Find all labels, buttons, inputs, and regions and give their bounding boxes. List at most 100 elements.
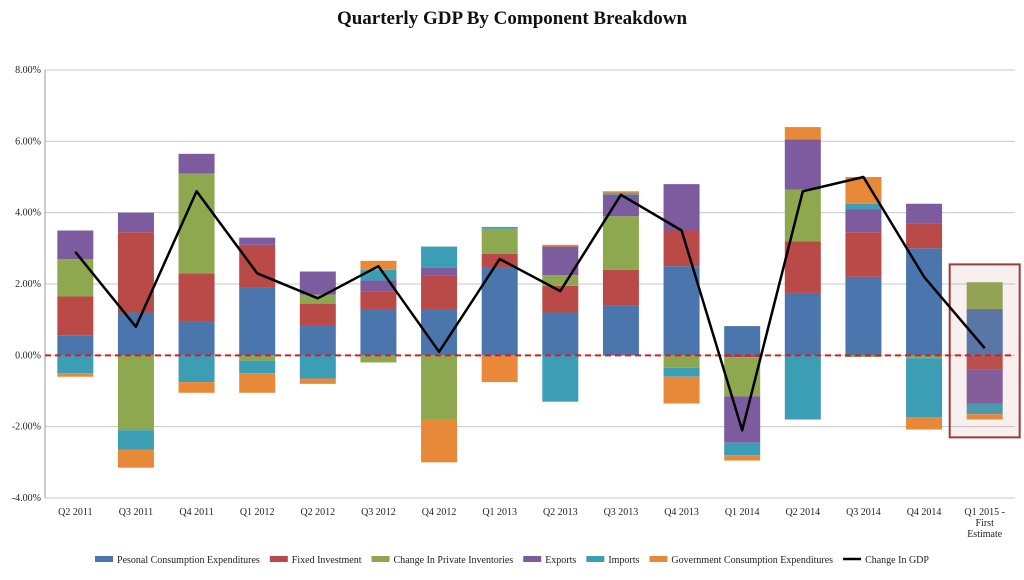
bar-segment	[178, 273, 215, 322]
legend-label: Pesonal Consumption Expenditures	[117, 555, 260, 566]
bar-segment	[360, 269, 397, 281]
bar-segment	[663, 355, 700, 368]
bar-segment	[239, 355, 276, 361]
bar-segment	[906, 417, 943, 430]
x-tick-label: Q2 2013	[543, 507, 578, 518]
legend-swatch	[95, 556, 114, 562]
legend-swatch	[523, 556, 542, 562]
gdp-change-line	[74, 175, 986, 432]
bar-segment	[117, 212, 154, 233]
bar-segment	[602, 269, 639, 306]
bar-segment	[178, 153, 215, 174]
y-tick-label: 4.00%	[15, 208, 41, 219]
bar-segment	[845, 232, 882, 277]
bar-segment	[784, 355, 821, 420]
y-tick-label: 0.00%	[15, 350, 41, 361]
legend: Pesonal Consumption Expenditures Fixed In…	[95, 555, 929, 566]
bar-segment	[784, 292, 821, 356]
bar-segment	[906, 355, 943, 359]
bar-segment	[57, 259, 94, 297]
legend-swatch	[371, 556, 390, 562]
x-tick-label: Q2 2014	[785, 507, 820, 518]
legend-swatch	[269, 556, 288, 562]
bar-segment	[360, 355, 397, 363]
x-tick-label: Q2 2011	[58, 507, 92, 518]
bar-segment	[57, 335, 94, 356]
bar-segment	[360, 280, 397, 292]
bar-segment	[421, 419, 458, 463]
bar-segment	[906, 203, 943, 224]
legend-swatch	[586, 556, 605, 562]
bar-segment	[724, 396, 761, 443]
bar-segment	[906, 248, 943, 356]
bar-segment	[360, 291, 397, 309]
bar-segment	[724, 442, 761, 456]
bar-segment	[784, 241, 821, 293]
legend-label: Fixed Investment	[292, 555, 362, 566]
y-axis-ticks: -4.00% -2.00% 0.00% 2.00% 4.00% 6.00% 8.00%	[12, 65, 41, 504]
bar-segment	[542, 275, 579, 286]
bar-segment	[663, 230, 700, 267]
bar-segment	[542, 355, 579, 402]
gdp-line-layer	[74, 175, 986, 432]
x-tick-label: Q4 2014	[907, 507, 942, 518]
y-tick-label: -4.00%	[12, 493, 41, 504]
bar-segment	[966, 369, 1003, 404]
x-tick-label: Q4 2011	[179, 507, 213, 518]
bar-segment	[57, 230, 94, 260]
bar-segment	[178, 173, 215, 274]
bar-segment	[239, 287, 276, 356]
x-tick-label: Q4 2012	[422, 507, 457, 518]
bar-segment	[663, 376, 700, 404]
bar-segment	[906, 358, 943, 418]
bar-segment	[602, 191, 639, 194]
bar-segment	[117, 355, 154, 431]
bar-segment	[299, 325, 336, 356]
bar-segment	[57, 355, 94, 374]
x-axis-ticks: Q2 2011 Q3 2011 Q4 2011 Q1 2012 Q2 2012 Q3 20…	[58, 507, 1005, 540]
x-tick-label: Q1 2013	[482, 507, 517, 518]
bar-segment	[784, 189, 821, 242]
bar-segment	[966, 403, 1003, 415]
bar-segment	[784, 139, 821, 190]
bar-segment	[57, 373, 94, 377]
bar-segment	[966, 355, 1003, 370]
bar-segment	[481, 226, 518, 229]
y-tick-label: -2.00%	[12, 422, 41, 433]
bar-segment	[724, 355, 761, 358]
bar-segment	[178, 355, 215, 383]
bar-segment	[966, 282, 1003, 309]
legend-swatch	[649, 556, 668, 562]
x-tick-label: Q3 2014	[846, 507, 881, 518]
bar-segment	[117, 312, 154, 356]
bar-segment	[178, 382, 215, 393]
highlight-box	[948, 263, 1021, 439]
bar-segment	[845, 209, 882, 233]
bar-segment	[542, 244, 579, 247]
bar-segment	[845, 276, 882, 356]
bar-segment	[481, 355, 518, 383]
x-tick-label: Q2 2012	[300, 507, 335, 518]
bar-segment	[784, 127, 821, 140]
bar-segment	[602, 305, 639, 356]
bar-segment	[239, 373, 276, 393]
bar-segment	[602, 216, 639, 270]
x-tick-label: Q1 2014	[725, 507, 760, 518]
y-tick-label: 6.00%	[15, 136, 41, 147]
bar-segment	[845, 177, 882, 204]
bar-segment	[481, 267, 518, 356]
bar-segment	[299, 271, 336, 295]
bar-segment	[299, 378, 336, 384]
bar-segment	[663, 367, 700, 377]
bar-segment	[360, 308, 397, 356]
bar-segment	[542, 312, 579, 356]
bar-segment	[481, 228, 518, 254]
x-tick-label: Q1 2012	[240, 507, 275, 518]
bar-segment	[117, 430, 154, 450]
legend-label: Imports	[608, 555, 639, 566]
bar-segment	[421, 275, 458, 309]
bar-segment	[724, 326, 761, 356]
bar-segment	[906, 223, 943, 249]
bar-segment	[663, 266, 700, 356]
